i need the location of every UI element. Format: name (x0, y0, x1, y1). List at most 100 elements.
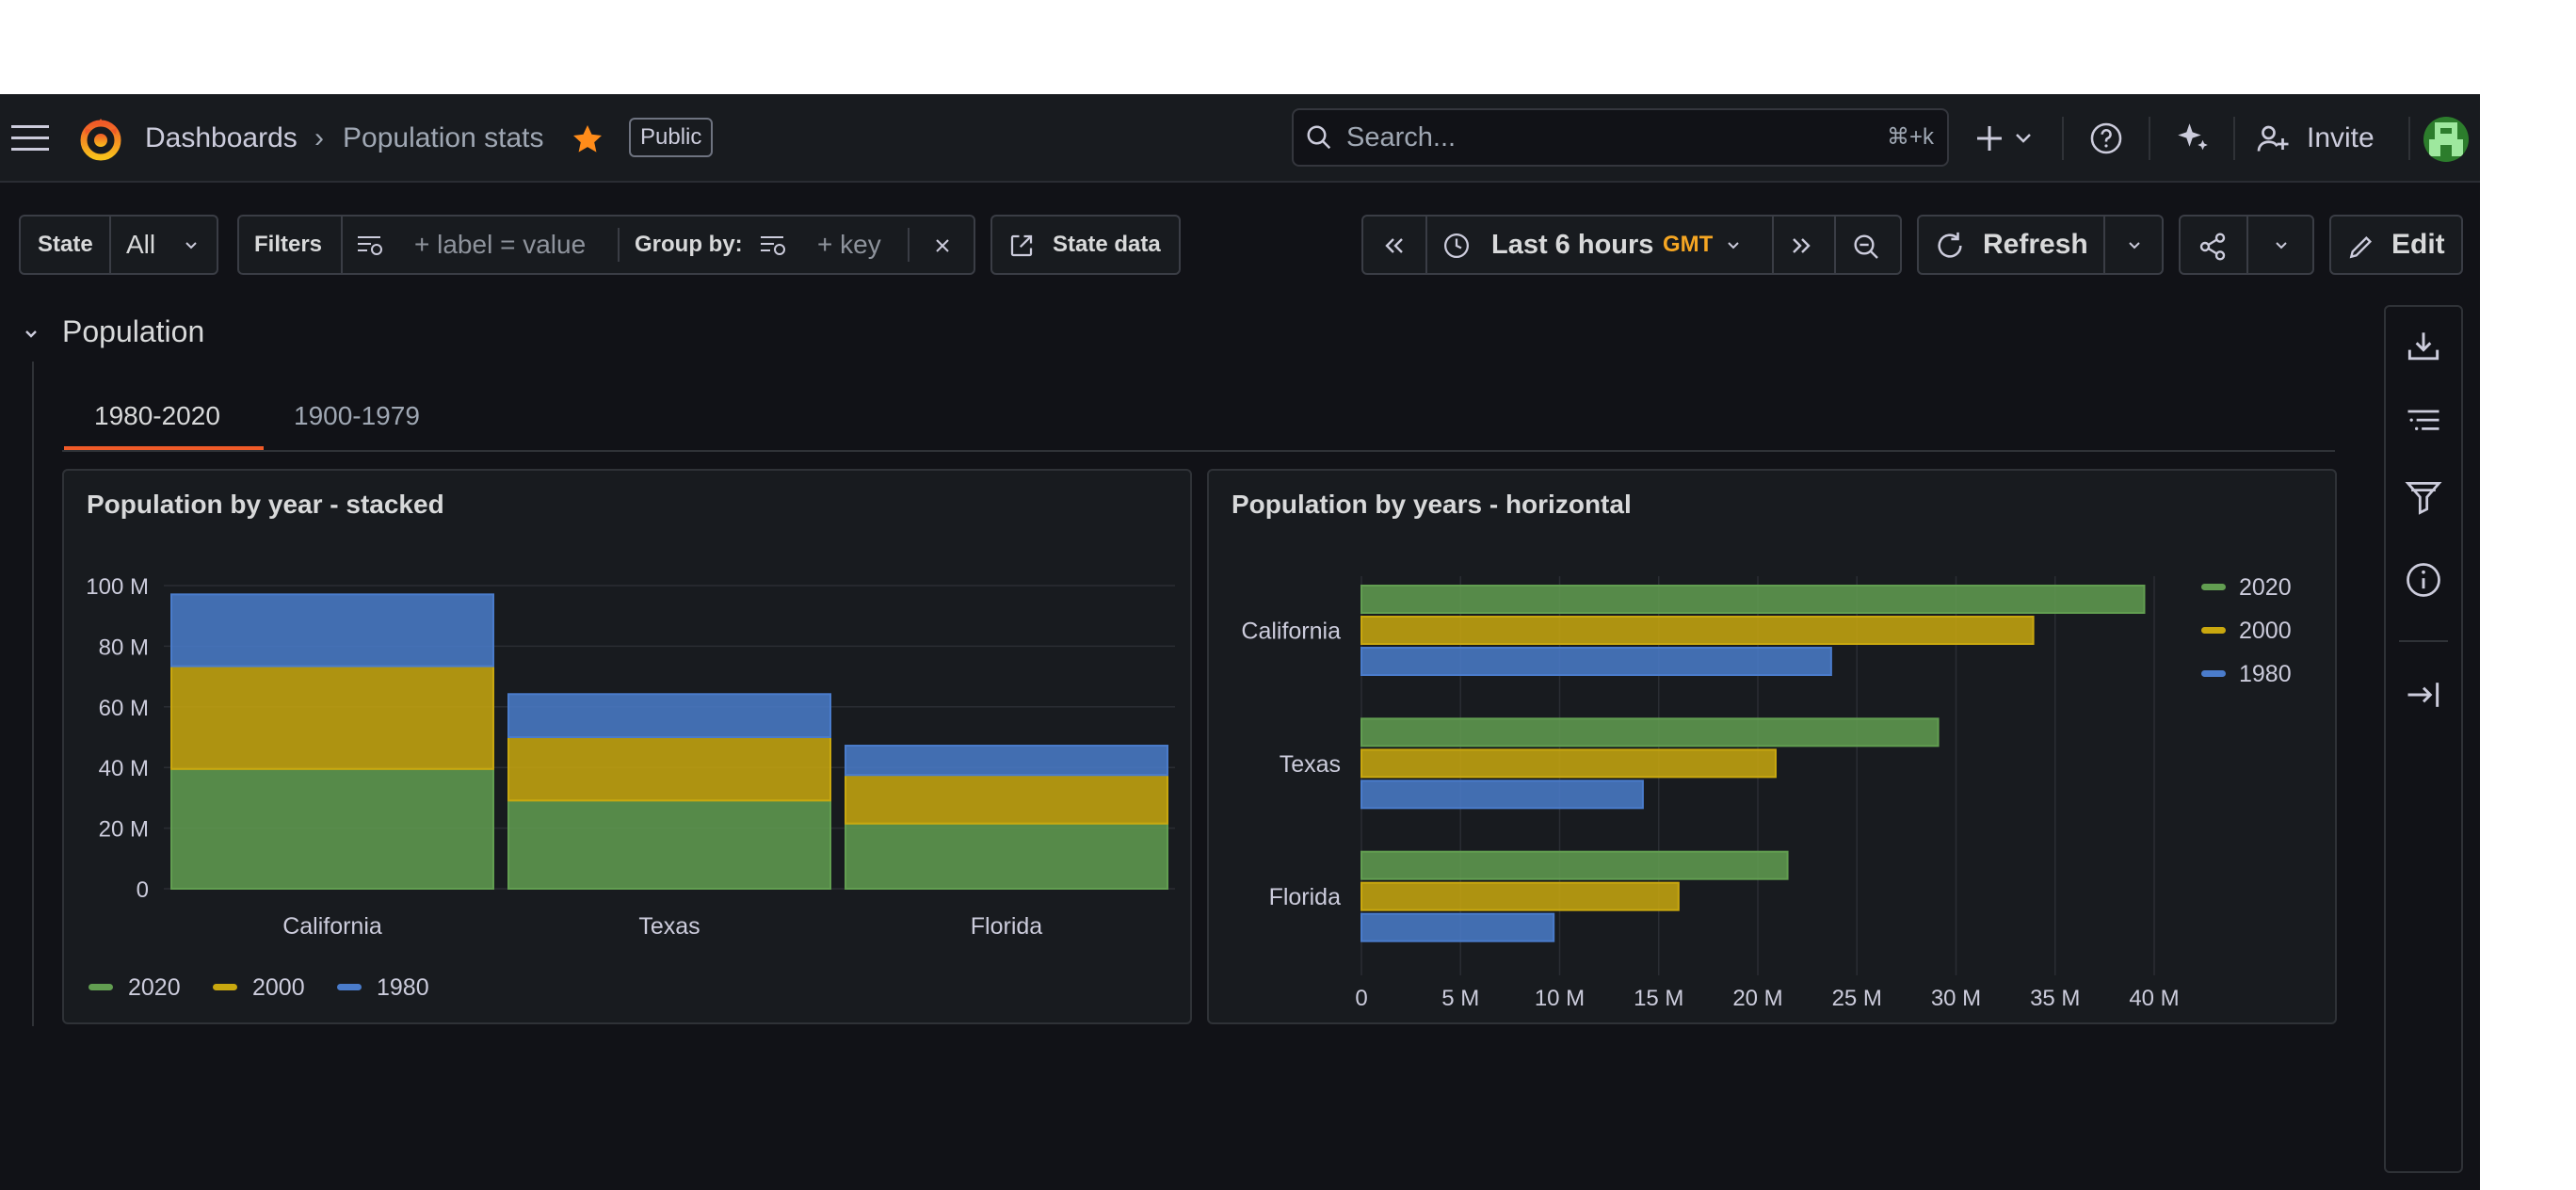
y-category-label: Texas (1280, 751, 1341, 778)
divider (1834, 217, 1836, 273)
breadcrumb-current-page: Population stats (343, 122, 544, 153)
tab-1980-2020[interactable]: 1980-2020 (94, 401, 220, 430)
bar-1980 (170, 593, 494, 667)
filter-list-icon (358, 236, 382, 255)
state-variable-select[interactable]: State All (19, 215, 218, 275)
menu-icon[interactable] (11, 122, 49, 154)
row-guide-line (32, 362, 34, 1026)
time-range-label[interactable]: Last 6 hours (1491, 230, 1654, 260)
breadcrumb-dashboards[interactable]: Dashboards (145, 122, 298, 153)
bar-2000 (1360, 881, 1680, 911)
edit-label: Edit (2391, 229, 2445, 260)
top-navigation-bar: Dashboards › Population stats Public Sea… (0, 94, 2480, 183)
bar-2020 (1360, 717, 1940, 748)
filters-placeholder[interactable]: + label = value (414, 230, 587, 259)
divider (908, 228, 910, 262)
bar-1980 (507, 693, 831, 738)
legend-swatch (213, 984, 237, 990)
divider (1772, 217, 1774, 273)
share-options-chevron-icon[interactable] (2271, 235, 2292, 256)
timezone-label: GMT (1663, 232, 1714, 257)
collapse-row-chevron-icon[interactable] (21, 324, 41, 345)
bar-2020 (1360, 850, 1789, 880)
y-tick-label: 60 M (99, 696, 149, 721)
refresh-icon[interactable] (1934, 230, 1966, 262)
bar-1980 (1360, 647, 1832, 676)
clear-filters-close-icon[interactable] (932, 235, 953, 256)
groupby-placeholder[interactable]: + key (817, 230, 881, 259)
invite-label: Invite (2307, 122, 2375, 153)
rail-divider (2399, 640, 2448, 642)
x-tick-label: 25 M (1832, 986, 1882, 1011)
edit-button[interactable]: Edit (2329, 215, 2463, 275)
active-tab-indicator (64, 446, 264, 450)
state-data-link-button[interactable]: State data (990, 215, 1181, 275)
state-variable-label: State (38, 232, 93, 257)
add-new-button[interactable] (1973, 121, 2049, 156)
x-tick-label: 15 M (1634, 986, 1683, 1011)
groupby-label: Group by: (635, 232, 743, 257)
dashboard-app: Dashboards › Population stats Public Sea… (0, 94, 2480, 1190)
star-icon[interactable] (571, 122, 604, 156)
x-tick-label: 30 M (1931, 986, 1981, 1011)
legend-swatch (337, 984, 362, 990)
legend-label: 1980 (377, 974, 429, 1001)
download-icon[interactable] (2403, 326, 2444, 367)
x-tick-label: Texas (638, 913, 700, 940)
legend-swatch (89, 984, 113, 990)
bar-2000 (1360, 616, 2035, 645)
invite-button[interactable]: Invite (2256, 121, 2388, 156)
x-tick-label: 20 M (1732, 986, 1782, 1011)
search-shortcut: ⌘+k (1886, 124, 1934, 150)
y-tick-label: 0 (137, 877, 149, 903)
share-button-group (2179, 215, 2314, 275)
panel-horizontal-bar: Population by years - horizontal 0 5 M 10 … (1207, 469, 2337, 1024)
divider (2103, 217, 2105, 273)
panel-title[interactable]: Population by year - stacked (87, 490, 444, 519)
chevron-down-icon[interactable] (1723, 235, 1744, 256)
filter-funnel-icon[interactable] (2403, 476, 2444, 518)
divider (341, 217, 343, 273)
grafana-logo-icon[interactable] (77, 115, 124, 162)
bar-2000 (845, 774, 1168, 825)
collapse-sidebar-icon[interactable] (2403, 674, 2444, 716)
bar-2000 (1360, 748, 1777, 779)
external-link-icon (1010, 234, 1033, 257)
shift-time-back-icon[interactable] (1382, 233, 1407, 258)
zoom-out-icon[interactable] (1851, 232, 1881, 262)
bar-1980 (1360, 780, 1644, 810)
state-data-label: State data (1053, 232, 1161, 257)
info-icon[interactable] (2403, 559, 2444, 601)
shift-time-forward-icon[interactable] (1789, 233, 1813, 258)
dashboard-side-toolbar (2384, 305, 2463, 1173)
nav-divider (2062, 117, 2064, 160)
add-user-icon (2257, 125, 2289, 152)
row-title[interactable]: Population (62, 314, 205, 348)
search-input[interactable]: Search... ⌘+k (1292, 108, 1949, 167)
share-icon[interactable] (2198, 232, 2228, 262)
user-avatar[interactable] (2423, 117, 2469, 162)
x-tick-label: 0 (1355, 986, 1367, 1011)
legend-swatch (2201, 584, 2226, 590)
time-picker-group: Last 6 hours GMT (1361, 215, 1902, 275)
nav-divider (2233, 117, 2235, 160)
clock-icon (1444, 233, 1469, 258)
divider (618, 228, 620, 262)
panel-title[interactable]: Population by years - horizontal (1232, 490, 1632, 519)
legend-label: 2000 (252, 974, 305, 1001)
outline-list-icon[interactable] (2403, 401, 2444, 442)
search-icon (1305, 123, 1333, 152)
filters-bar[interactable]: Filters + label = value Group by: + key (237, 215, 975, 275)
nav-divider (2408, 117, 2410, 160)
chevron-down-icon (185, 242, 197, 249)
legend-label: 2020 (2239, 574, 2292, 601)
refresh-interval-chevron-icon[interactable] (2124, 235, 2145, 256)
x-tick-label: Florida (971, 913, 1043, 940)
public-badge: Public (629, 118, 714, 157)
bar-2000 (170, 665, 494, 770)
refresh-label[interactable]: Refresh (1983, 229, 2088, 260)
help-icon[interactable] (2088, 121, 2124, 156)
ai-assistant-sparkle-icon[interactable] (2173, 119, 2213, 158)
tab-1900-1979[interactable]: 1900-1979 (294, 401, 420, 430)
bar-2020 (507, 799, 831, 891)
